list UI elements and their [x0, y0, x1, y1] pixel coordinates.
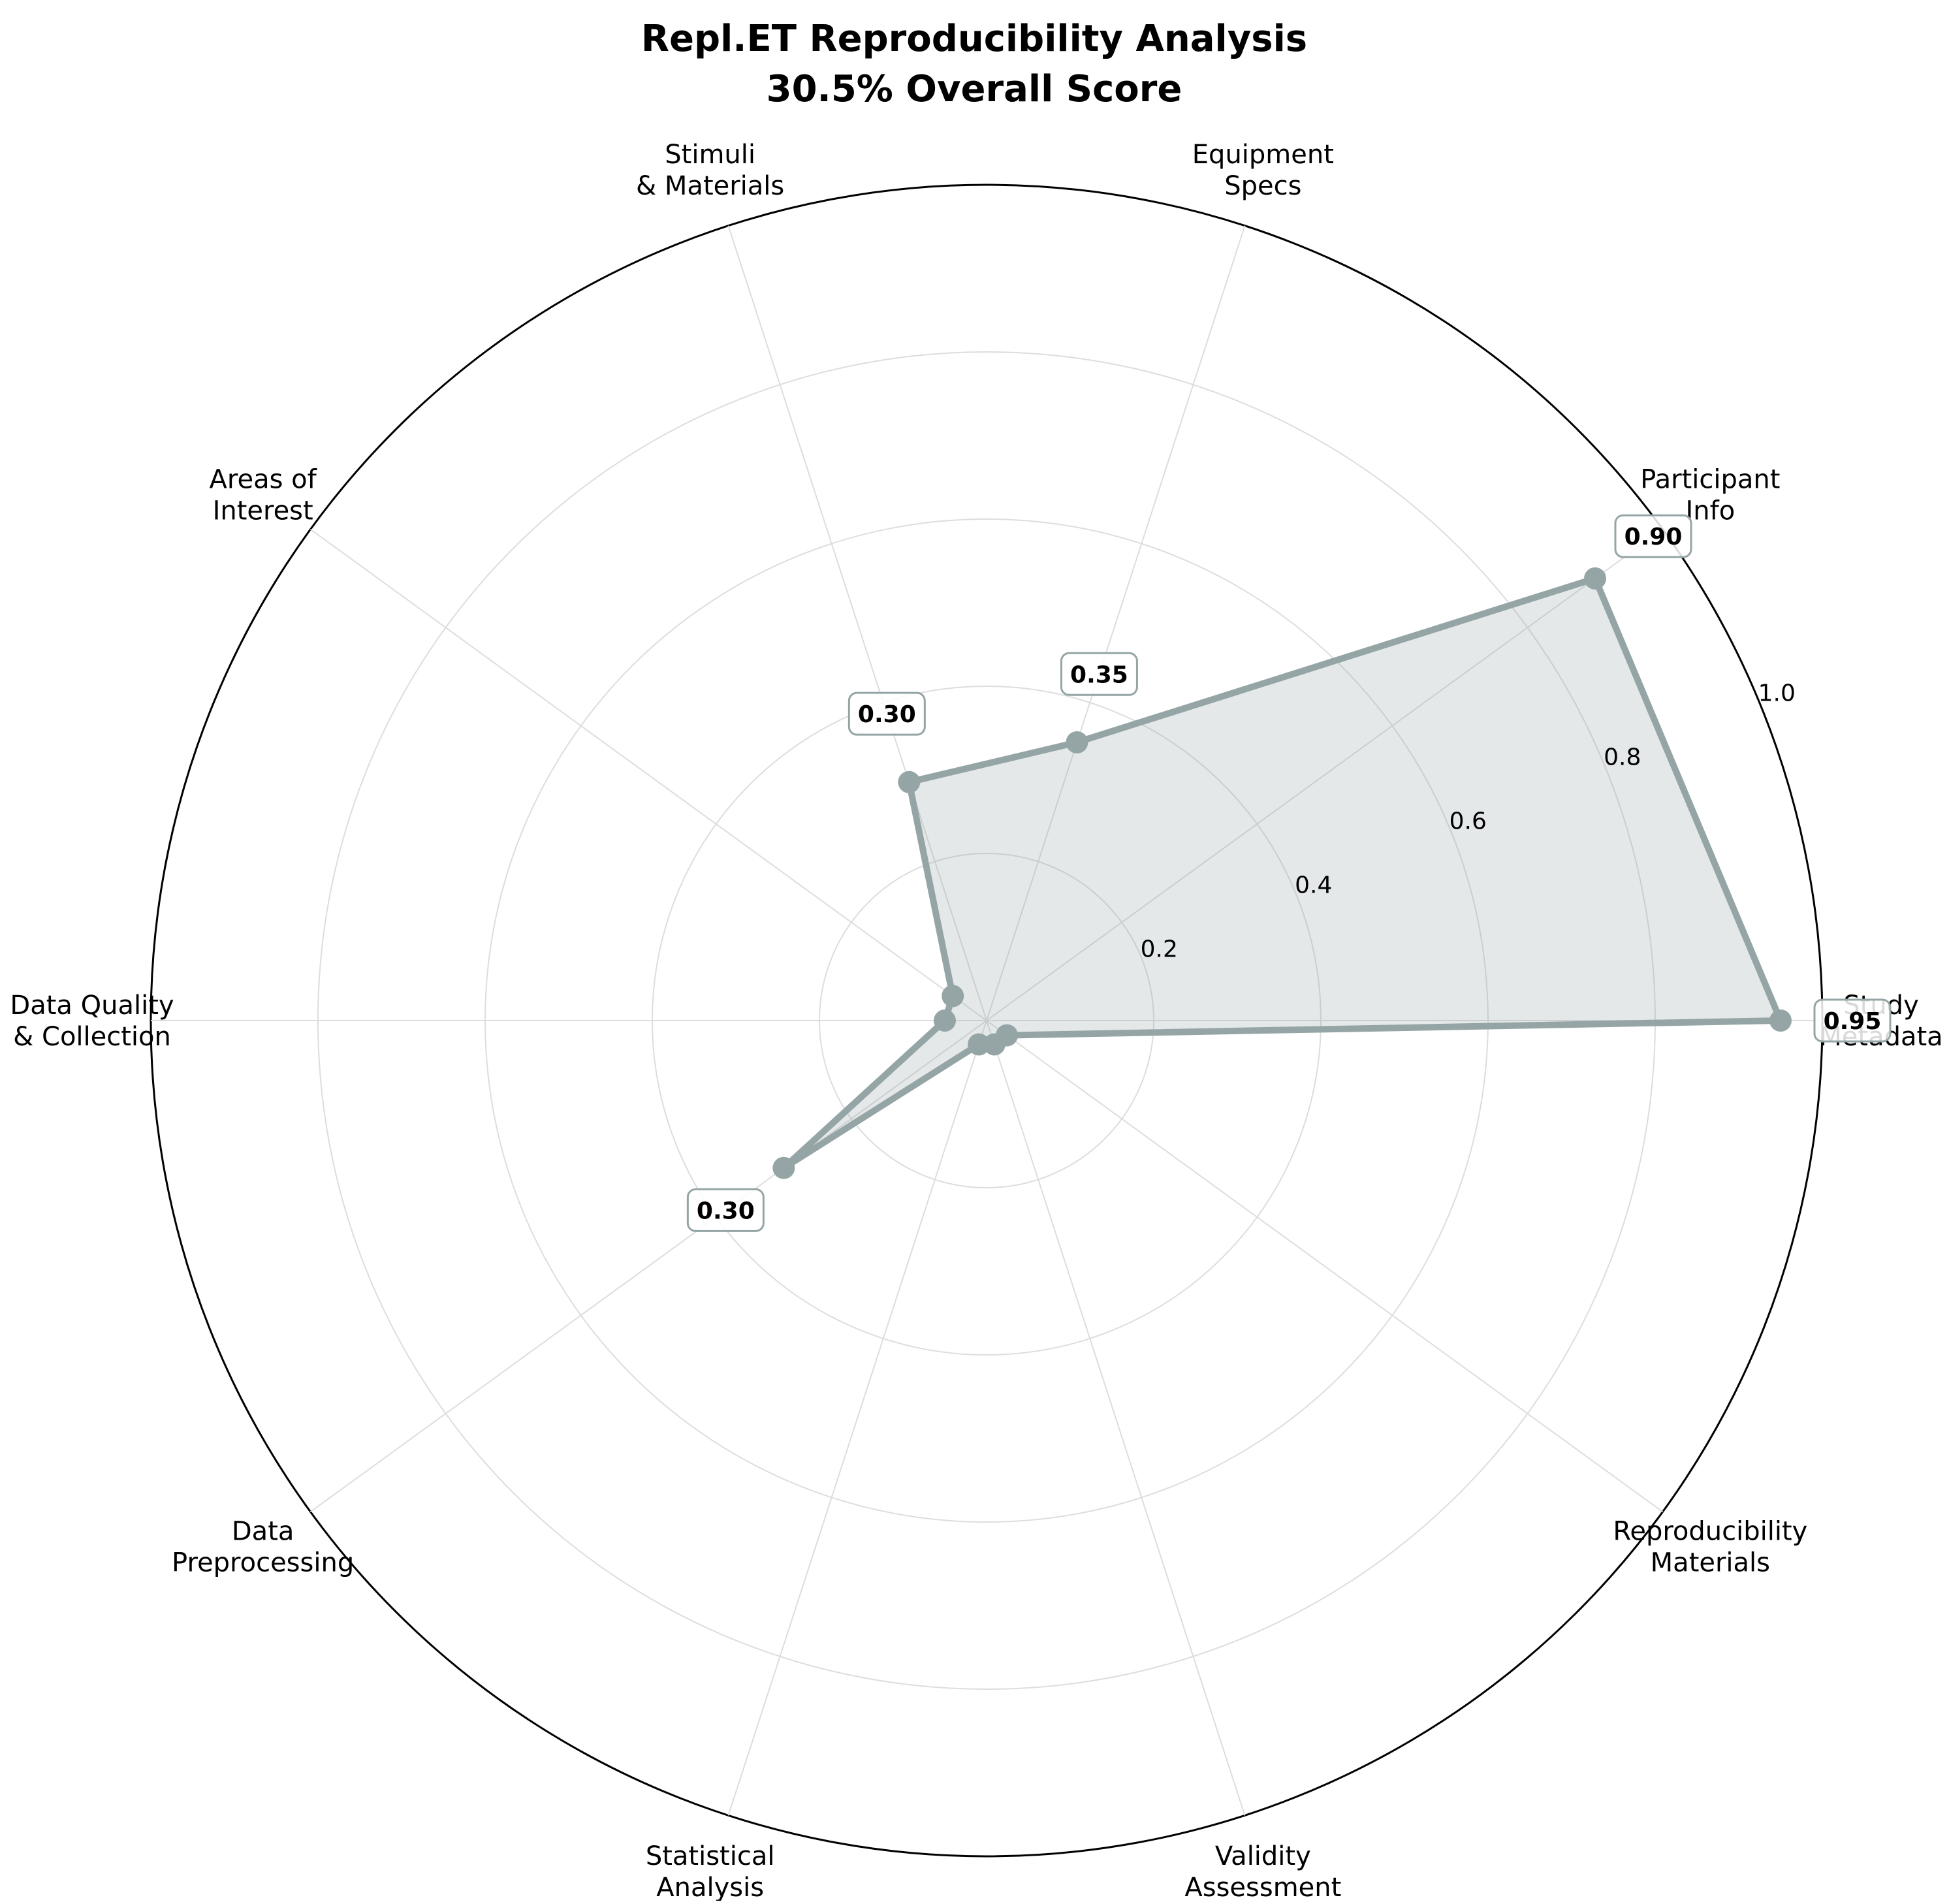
- value-label-box: [1060, 652, 1138, 696]
- value-label-text: 0.35: [1070, 661, 1128, 688]
- grid-spoke: [986, 528, 1664, 1021]
- category-label: Statistical: [646, 1841, 775, 1871]
- category-label: & Materials: [636, 171, 784, 201]
- category-label: Specs: [1224, 171, 1301, 201]
- grid-spoke: [309, 1020, 987, 1513]
- data-point: [942, 985, 964, 1008]
- value-label: 0.30: [848, 691, 926, 736]
- category-label: Assessment: [1184, 1873, 1341, 1901]
- category-label: Stimuli: [665, 140, 755, 170]
- radial-tick-label: 0.4: [1295, 872, 1332, 899]
- category-label: Analysis: [656, 1873, 764, 1901]
- category-label: Equipment: [1192, 140, 1334, 170]
- radial-tick-label: 0.6: [1450, 808, 1487, 835]
- category-label: Areas of: [210, 465, 317, 495]
- value-label-text: 0.95: [1824, 1008, 1882, 1035]
- category-label: Reproducibility: [1613, 1516, 1807, 1546]
- grid-spoke: [309, 528, 987, 1021]
- value-label-text: 0.90: [1624, 524, 1683, 550]
- grid-spoke: [727, 225, 987, 1021]
- value-label-box: [1813, 998, 1892, 1043]
- value-label-box: [1614, 514, 1692, 558]
- chart-subtitle: 30.5% Overall Score: [767, 68, 1182, 110]
- value-label-box: [848, 691, 926, 736]
- grid-spoke: [986, 1020, 1246, 1816]
- data-point: [996, 1024, 1019, 1047]
- category-label: Materials: [1651, 1547, 1770, 1578]
- grid-spoke: [986, 1020, 1664, 1513]
- value-label: 0.30: [686, 1188, 765, 1232]
- category-label: Validity: [1215, 1841, 1311, 1871]
- category-label: Info: [1686, 496, 1735, 526]
- data-point: [1066, 731, 1088, 754]
- data-point: [1583, 567, 1606, 590]
- radial-tick-label: 1.0: [1758, 680, 1796, 707]
- radial-tick-label: 0.8: [1604, 744, 1641, 771]
- category-label: Data: [232, 1516, 294, 1546]
- category-label: Preprocessing: [172, 1547, 354, 1578]
- category-label: Participant: [1640, 465, 1780, 495]
- value-label-text: 0.30: [858, 701, 916, 728]
- value-label: 0.35: [1060, 652, 1138, 696]
- category-label: Data Quality: [10, 991, 174, 1021]
- data-point: [772, 1156, 795, 1179]
- data-point: [1769, 1009, 1792, 1032]
- labels-layer: 0.20.40.60.81.0StudyMetadataParticipantI…: [10, 140, 1942, 1903]
- radial-tick-label: 0.2: [1141, 936, 1178, 963]
- category-label: Interest: [213, 496, 313, 526]
- category-label: & Collection: [13, 1022, 171, 1052]
- value-label-box: [686, 1188, 765, 1232]
- series-layer: [772, 567, 1792, 1179]
- value-label: 0.90: [1614, 514, 1692, 558]
- value-label: 0.95: [1813, 998, 1892, 1043]
- data-point: [934, 1009, 956, 1032]
- series-polygon: [780, 575, 1784, 1171]
- grid-spoke: [727, 1020, 987, 1816]
- value-label-text: 0.30: [697, 1198, 755, 1224]
- data-point: [968, 1033, 990, 1056]
- data-point: [898, 770, 921, 793]
- grid-spoke: [986, 225, 1246, 1021]
- chart-title: Repl.ET Reproducibility Analysis: [641, 18, 1307, 60]
